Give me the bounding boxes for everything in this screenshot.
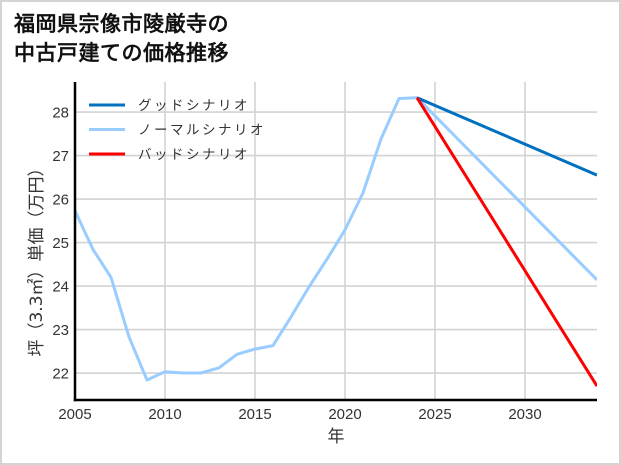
series-line-1 — [416, 96, 597, 177]
x-tick-label: 2020 — [328, 406, 361, 423]
series-line-0 — [75, 96, 597, 382]
series-line-2 — [415, 96, 597, 387]
data-series — [75, 96, 597, 387]
y-tick-label: 27 — [52, 148, 69, 165]
y-tick-label: 26 — [52, 192, 69, 209]
legend-label: バッドシナリオ — [138, 147, 250, 163]
legend-item: グッドシナリオ — [89, 98, 250, 114]
y-tick-label: 24 — [52, 279, 69, 296]
x-tick-label: 2025 — [418, 406, 451, 423]
y-tick-label: 28 — [52, 105, 69, 122]
y-tick-labels: 22 23 24 25 26 27 28 — [52, 105, 69, 383]
x-tick-label: 2010 — [148, 406, 181, 423]
chart-title-line-1: 福岡県宗像市陵厳寺の — [14, 12, 229, 36]
axes — [73, 82, 597, 402]
x-tick-labels: 2005 2010 2015 2020 2025 2030 — [58, 406, 541, 423]
y-axis-label: 坪（3.3㎡）単価（万円） — [27, 159, 47, 356]
x-tick-label: 2030 — [508, 406, 541, 423]
chart-title: 福岡県宗像市陵厳寺の 中古戸建ての価格推移 — [14, 10, 229, 68]
x-tick-label: 2005 — [58, 406, 91, 423]
legend-item: ノーマルシナリオ — [89, 123, 266, 139]
legend-item: バッドシナリオ — [89, 147, 250, 163]
legend-label: グッドシナリオ — [138, 98, 250, 114]
legend-label: ノーマルシナリオ — [138, 123, 266, 139]
y-tick-label: 25 — [52, 235, 69, 252]
y-tick-label: 23 — [52, 322, 69, 339]
x-tick-label: 2015 — [238, 406, 271, 423]
x-axis-label: 年 — [328, 427, 345, 447]
chart-title-line-2: 中古戸建ての価格推移 — [14, 41, 229, 65]
y-tick-label: 22 — [52, 366, 69, 383]
